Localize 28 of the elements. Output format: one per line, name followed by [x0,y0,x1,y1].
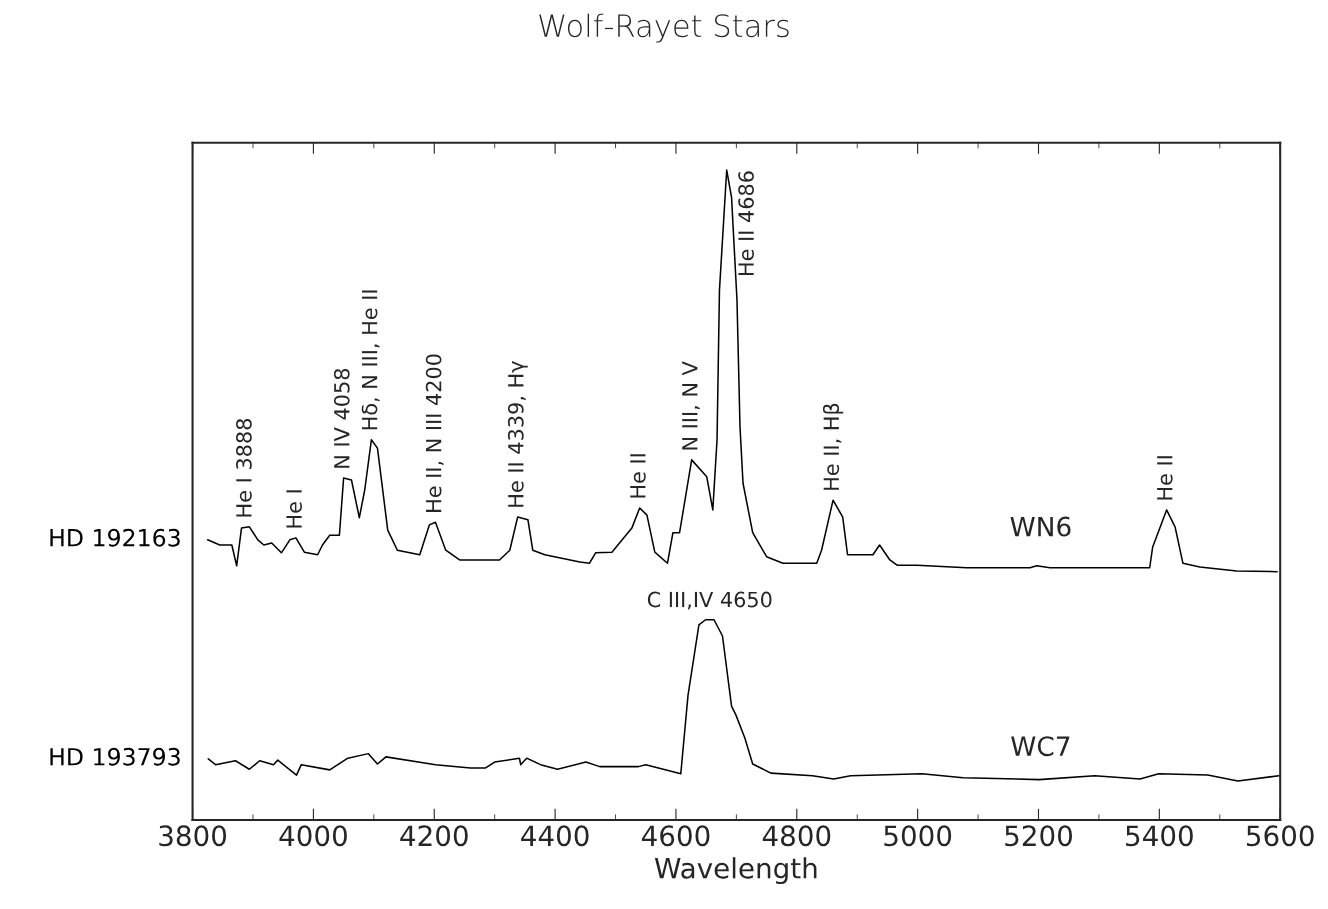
annotation: He II 4339, Hγ [507,361,528,507]
annotation: He II, N III 4200 [425,354,444,512]
annotation: He II [1157,456,1173,500]
x-tick-label: 5400 [1126,825,1193,847]
annotation: C III,IV 4650 [647,591,772,610]
annotation: He I [286,490,302,528]
series-label: HD 193793 [50,747,180,766]
x-tick-label: 5200 [1005,825,1072,847]
annotation: He II, Hβ [822,403,844,490]
x-tick-label: 3800 [159,825,227,847]
annotation: WC7 [1011,736,1070,757]
chart-title: Wolf-Rayet Stars [539,13,789,43]
annotation: WN6 [1010,516,1071,537]
x-tick-label: 5000 [884,825,952,847]
annotation: N IV 4058 [333,368,350,468]
x-axis-title: Wavelength [654,857,817,885]
x-tick-label: 4000 [279,825,347,847]
series-label: HD 192163 [50,528,180,547]
x-tick-label: 4400 [521,825,589,847]
x-tick-label: 5600 [1246,825,1314,847]
x-tick-label: 4600 [641,825,710,847]
annotation: He II 4686 [738,171,754,276]
x-tick-label: 4200 [400,825,468,847]
annotation: He I 3888 [236,419,252,517]
annotation: N III, N V [682,361,700,450]
annotation: He II [630,454,646,498]
annotation: Hδ, N III, He II [361,290,380,430]
x-tick-label: 4800 [762,825,831,847]
